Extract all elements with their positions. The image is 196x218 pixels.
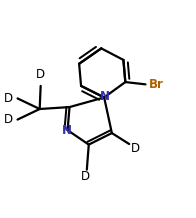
Text: D: D xyxy=(36,68,45,81)
Text: D: D xyxy=(4,92,13,105)
Text: D: D xyxy=(130,142,140,155)
Text: D: D xyxy=(81,170,90,183)
Text: N: N xyxy=(62,124,72,137)
Text: D: D xyxy=(4,113,13,126)
Text: Br: Br xyxy=(149,78,164,91)
Text: N: N xyxy=(100,90,110,103)
